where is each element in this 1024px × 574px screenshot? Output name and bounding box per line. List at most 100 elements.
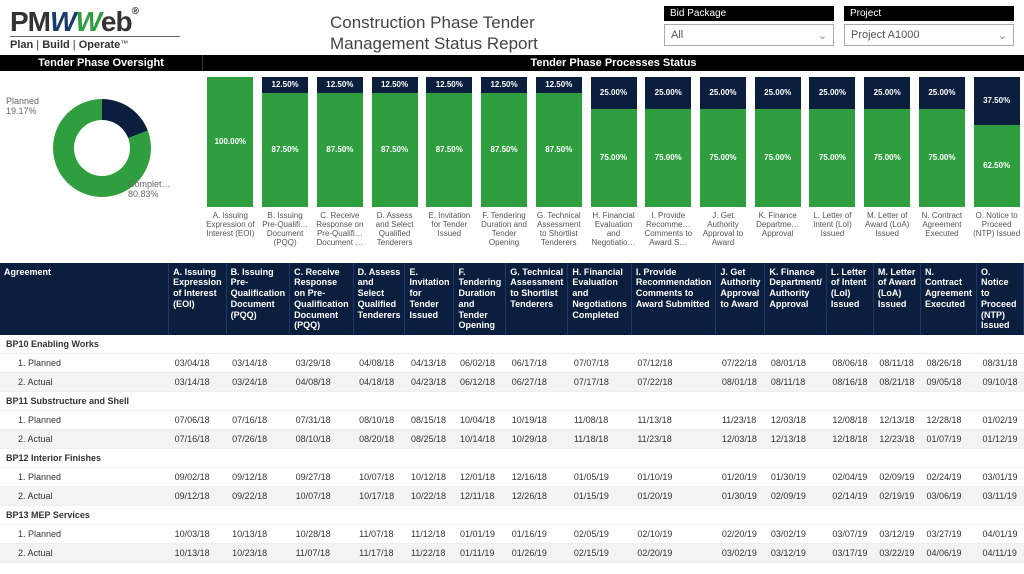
donut-planned-label: Planned19.17%	[6, 96, 39, 117]
bar-top-segment: 12.50%	[481, 77, 527, 93]
table-row[interactable]: 1. Planned07/06/1807/16/1807/31/1808/10/…	[0, 411, 1024, 430]
bar-category-label: G. Technical Assessment to Shortlist Ten…	[532, 211, 585, 263]
cell-date: 11/07/18	[353, 525, 405, 544]
select-value: All	[671, 29, 683, 41]
cell-date: 01/30/19	[765, 468, 827, 487]
bar-category-label: L. Letter of Intent (LoI) Issued	[806, 211, 859, 263]
bar-bottom-segment: 75.00%	[864, 109, 910, 207]
col-header[interactable]: K. Finance Department/ Authority Approva…	[765, 263, 827, 336]
bar-column[interactable]: 25.00%75.00%L. Letter of Intent (LoI) Is…	[805, 77, 860, 263]
table-row[interactable]: 2. Actual09/12/1809/22/1810/07/1810/17/1…	[0, 487, 1024, 506]
bar-column[interactable]: 25.00%75.00%J. Get Authority Approval to…	[696, 77, 751, 263]
cell-date: 01/02/19	[976, 411, 1023, 430]
col-header[interactable]: H. Financial Evaluation and Negotiations…	[568, 263, 632, 336]
bar-category-label: D. Assess and Select Qualified Tenderers	[368, 211, 421, 263]
bar-column[interactable]: 25.00%75.00%K. Finance Departme… Approva…	[750, 77, 805, 263]
bar-category-label: C. Receive Response on Pre-Qualifi… Docu…	[313, 211, 366, 263]
cell-date: 08/06/18	[826, 354, 873, 373]
cell-date: 10/13/18	[226, 525, 290, 544]
bar-top-segment: 12.50%	[262, 77, 308, 93]
row-label: 1. Planned	[0, 411, 169, 430]
col-header[interactable]: E. Invitation for Tender Issued	[405, 263, 454, 336]
bar-category-label: K. Finance Departme… Approval	[751, 211, 804, 263]
cell-date: 02/19/19	[873, 487, 920, 506]
bar-column[interactable]: 25.00%75.00%M. Letter of Award (LoA) Iss…	[860, 77, 915, 263]
cell-date: 12/23/18	[873, 430, 920, 449]
donut-complete-label: Complet…80.83%	[128, 179, 171, 200]
bar-column[interactable]: 12.50%87.50%B. Issuing Pre-Qualifi… Docu…	[258, 77, 313, 263]
group-row[interactable]: BP12 Interior Finishes	[0, 449, 1024, 468]
cell-date: 02/05/19	[568, 525, 632, 544]
filters: Bid Package All ⌄ Project Project A1000 …	[664, 6, 1014, 46]
cell-date: 06/02/18	[454, 354, 506, 373]
cell-date: 08/25/18	[405, 430, 454, 449]
cell-date: 10/22/18	[405, 487, 454, 506]
col-header[interactable]: D. Assess and Select Qualified Tenderers	[353, 263, 405, 336]
cell-date: 09/05/18	[920, 373, 976, 392]
cell-date: 11/07/18	[290, 544, 354, 563]
cell-date: 01/12/19	[976, 430, 1023, 449]
project-select[interactable]: Project A1000 ⌄	[844, 24, 1014, 46]
bar-column[interactable]: 25.00%75.00%H. Financial Evaluation and …	[586, 77, 641, 263]
cell-date: 08/26/18	[920, 354, 976, 373]
col-header[interactable]: L. Letter of Intent (LoI) Issued	[826, 263, 873, 336]
col-header[interactable]: J. Get Authority Approval to Award	[716, 263, 765, 336]
col-header[interactable]: N. Contract Agreement Executed	[920, 263, 976, 336]
bar-top-segment: 25.00%	[700, 77, 746, 110]
table-row[interactable]: 1. Planned03/04/1803/14/1803/29/1804/08/…	[0, 354, 1024, 373]
group-name: BP13 MEP Services	[0, 506, 1024, 525]
chart-row: Planned19.17% Complet…80.83% 100.00%A. I…	[0, 71, 1024, 263]
bar-category-label: A. Issuing Expression of Interest (EOI)	[204, 211, 257, 263]
col-header[interactable]: B. Issuing Pre-Qualification Document (P…	[226, 263, 290, 336]
group-row[interactable]: BP10 Enabling Works	[0, 335, 1024, 354]
col-header[interactable]: I. Provide Recommendation Comments to Aw…	[631, 263, 716, 336]
cell-date: 08/20/18	[353, 430, 405, 449]
table-row[interactable]: 1. Planned09/02/1809/12/1809/27/1810/07/…	[0, 468, 1024, 487]
bar-category-label: E. Invitation for Tender Issued	[423, 211, 476, 263]
cell-date: 01/07/19	[920, 430, 976, 449]
bar-column[interactable]: 12.50%87.50%F. Tendering Duration and Te…	[477, 77, 532, 263]
col-header[interactable]: M. Letter of Award (LoA) Issued	[873, 263, 920, 336]
cell-date: 03/04/18	[169, 354, 227, 373]
bar-column[interactable]: 12.50%87.50%D. Assess and Select Qualifi…	[367, 77, 422, 263]
table-row[interactable]: 1. Planned10/03/1810/13/1810/28/1811/07/…	[0, 525, 1024, 544]
cell-date: 01/11/19	[454, 544, 506, 563]
bar-category-label: I. Provide Recomme… Comments to Award S…	[642, 211, 695, 263]
table-row[interactable]: 2. Actual07/16/1807/26/1808/10/1808/20/1…	[0, 430, 1024, 449]
table-row[interactable]: 2. Actual10/13/1810/23/1811/07/1811/17/1…	[0, 544, 1024, 563]
cell-date: 12/11/18	[454, 487, 506, 506]
cell-date: 12/13/18	[765, 430, 827, 449]
table-row[interactable]: 2. Actual03/14/1803/24/1804/08/1804/18/1…	[0, 373, 1024, 392]
bar-column[interactable]: 25.00%75.00%N. Contract Agreement Execut…	[915, 77, 970, 263]
col-header[interactable]: F. Tendering Duration and Tender Opening	[454, 263, 506, 336]
cell-date: 04/06/19	[920, 544, 976, 563]
col-header[interactable]: O. Notice to Proceed (NTP) Issued	[976, 263, 1023, 336]
group-name: BP11 Substructure and Shell	[0, 392, 1024, 411]
cell-date: 09/12/18	[226, 468, 290, 487]
bar-top-segment: 25.00%	[919, 77, 965, 110]
bar-column[interactable]: 12.50%87.50%E. Invitation for Tender Iss…	[422, 77, 477, 263]
cell-date: 08/01/18	[716, 373, 765, 392]
cell-date: 03/12/19	[765, 544, 827, 563]
col-header[interactable]: C. Receive Response on Pre-Qualification…	[290, 263, 354, 336]
bar-column[interactable]: 25.00%75.00%I. Provide Recomme… Comments…	[641, 77, 696, 263]
bar-top-segment: 12.50%	[372, 77, 418, 93]
col-agreement[interactable]: Agreement	[0, 263, 169, 336]
cell-date: 10/12/18	[405, 468, 454, 487]
bar-column[interactable]: 37.50%62.50%O. Notice to Proceed (NTP) I…	[969, 77, 1024, 263]
bar-column[interactable]: 100.00%A. Issuing Expression of Interest…	[203, 77, 258, 263]
col-header[interactable]: A. Issuing Expression of Interest (EOI)	[169, 263, 227, 336]
col-header[interactable]: G. Technical Assessment to Shortlist Ten…	[506, 263, 568, 336]
bid-package-select[interactable]: All ⌄	[664, 24, 834, 46]
bar-column[interactable]: 12.50%87.50%C. Receive Response on Pre-Q…	[312, 77, 367, 263]
cell-date: 08/11/18	[765, 373, 827, 392]
group-row[interactable]: BP13 MEP Services	[0, 506, 1024, 525]
group-row[interactable]: BP11 Substructure and Shell	[0, 392, 1024, 411]
cell-date: 08/16/18	[826, 373, 873, 392]
bar-top-segment: 25.00%	[591, 77, 637, 110]
cell-date: 11/18/18	[568, 430, 632, 449]
cell-date: 02/09/19	[873, 468, 920, 487]
cell-date: 03/12/19	[873, 525, 920, 544]
cell-date: 01/20/19	[716, 468, 765, 487]
bar-column[interactable]: 12.50%87.50%G. Technical Assessment to S…	[531, 77, 586, 263]
